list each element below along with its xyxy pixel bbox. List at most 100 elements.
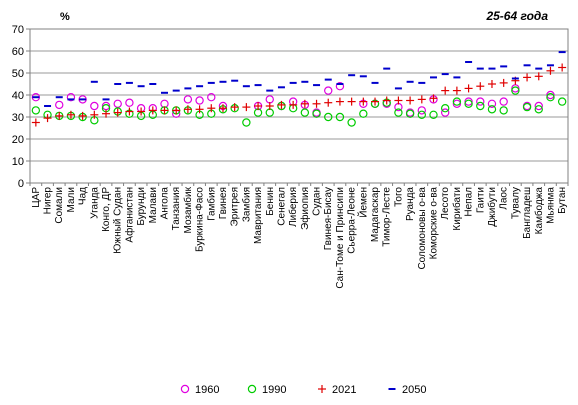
x-tick-label: Гвинея-Бисау	[323, 187, 334, 250]
point-2021	[558, 63, 567, 72]
point-2021	[277, 100, 286, 109]
y-tick-label: 60	[12, 46, 24, 58]
point-2021	[382, 96, 391, 105]
point-2021	[312, 99, 321, 108]
point-1960	[417, 106, 427, 115]
legend-marker-1990	[247, 384, 257, 394]
x-tick-label: Соломоновы о-ва	[417, 187, 428, 270]
point-2021	[125, 107, 134, 116]
y-tick-label: 10	[12, 156, 24, 168]
point-1990	[546, 92, 555, 102]
point-1990	[429, 110, 438, 120]
x-tick-label: Замбия	[240, 187, 252, 222]
point-2021	[148, 106, 157, 115]
x-tick-label: Бангладеш	[522, 187, 533, 239]
x-tick-label: Уганда	[89, 187, 100, 219]
series-2021	[31, 63, 567, 127]
x-tick-label: Коморские о-ва	[429, 187, 440, 260]
legend-marker-1960	[180, 384, 190, 394]
point-2021	[265, 102, 274, 110]
x-tick-label: Тувалу	[510, 187, 521, 219]
x-tick-label: Йемен	[356, 187, 369, 218]
y-tick-label: 30	[12, 112, 24, 124]
point-1960	[534, 101, 543, 111]
point-2021	[441, 86, 450, 95]
point-1990	[417, 110, 427, 120]
point-1960	[78, 95, 87, 104]
x-tick-label: Чад	[78, 187, 89, 205]
point-2021	[137, 107, 146, 116]
point-1990	[347, 118, 356, 127]
x-tick-label: Мьянма	[545, 187, 556, 224]
chart-title: 25-64 года	[485, 9, 548, 23]
point-2021	[242, 103, 251, 112]
x-tick-label: Гамбия	[205, 187, 217, 221]
x-tick-label: Бурунди	[136, 187, 147, 226]
x-tick-label: Лаос	[499, 187, 510, 210]
point-1960	[66, 92, 76, 102]
x-tick-label: Эфиопия	[299, 187, 311, 230]
y-tick-label: 50	[12, 68, 24, 80]
point-2021	[289, 100, 298, 109]
point-2021	[394, 96, 403, 105]
x-tick-label: Того	[393, 187, 404, 207]
x-tick-label: Мавритания	[253, 187, 264, 244]
point-2021	[300, 99, 309, 108]
x-tick-label: Буркина-Фасо	[195, 187, 206, 252]
x-tick-label: Сенегал	[276, 187, 287, 226]
x-tick-label: Джибути	[486, 187, 498, 227]
point-2021	[102, 109, 111, 118]
x-tick-label: Малави	[148, 187, 159, 223]
point-2021	[406, 96, 415, 105]
point-2021	[55, 111, 64, 120]
x-tick-label: Гаити	[475, 187, 486, 213]
point-2021	[90, 110, 99, 119]
x-tick-label: Тимор-Лесте	[382, 187, 393, 247]
point-1990	[487, 105, 497, 114]
point-2021	[66, 110, 75, 119]
legend-label-1990: 1990	[262, 384, 286, 396]
point-1960	[440, 108, 450, 117]
point-1990	[511, 86, 520, 95]
x-tick-label: ЦАР	[31, 187, 42, 208]
point-2021	[254, 102, 263, 110]
x-tick-label: Камбоджа	[533, 187, 545, 235]
point-1960	[546, 90, 555, 100]
point-1960	[183, 95, 193, 104]
point-1960	[499, 97, 508, 106]
x-tick-label: Гвинея	[218, 187, 229, 219]
point-2021	[160, 106, 169, 115]
y-unit-label: %	[60, 11, 70, 23]
y-tick-label: 40	[12, 90, 24, 102]
point-1960	[207, 92, 216, 102]
legend-label-2021: 2021	[332, 384, 356, 396]
point-1960	[464, 97, 473, 106]
x-tick-label: Сан-Томе и Принсипи	[335, 187, 346, 289]
point-2021	[43, 114, 52, 123]
point-1990	[324, 112, 333, 122]
point-2021	[487, 80, 496, 88]
x-tick-label: Сомали	[54, 187, 65, 224]
x-tick-label: Эритрея	[230, 187, 241, 226]
x-tick-label: Либерия	[287, 187, 299, 227]
x-tick-label: Кирибати	[451, 187, 463, 231]
y-tick-label: 20	[12, 134, 24, 146]
point-1990	[452, 97, 462, 106]
point-1990	[557, 97, 567, 106]
point-1990	[300, 108, 310, 117]
x-tick-label: Бутан	[557, 187, 568, 214]
point-2021	[523, 73, 532, 82]
point-2021	[452, 86, 461, 95]
point-1960	[335, 81, 345, 91]
point-1990	[394, 108, 403, 117]
x-tick-label: Конго, ДР	[101, 187, 112, 232]
x-tick-label: Руанда	[405, 187, 416, 221]
point-2021	[31, 118, 40, 127]
point-2021	[429, 94, 438, 103]
x-tick-label: Непал	[464, 187, 475, 217]
point-1990	[440, 103, 450, 113]
point-1960	[487, 99, 497, 109]
point-1960	[476, 97, 485, 106]
legend-marker-2021	[318, 385, 326, 393]
